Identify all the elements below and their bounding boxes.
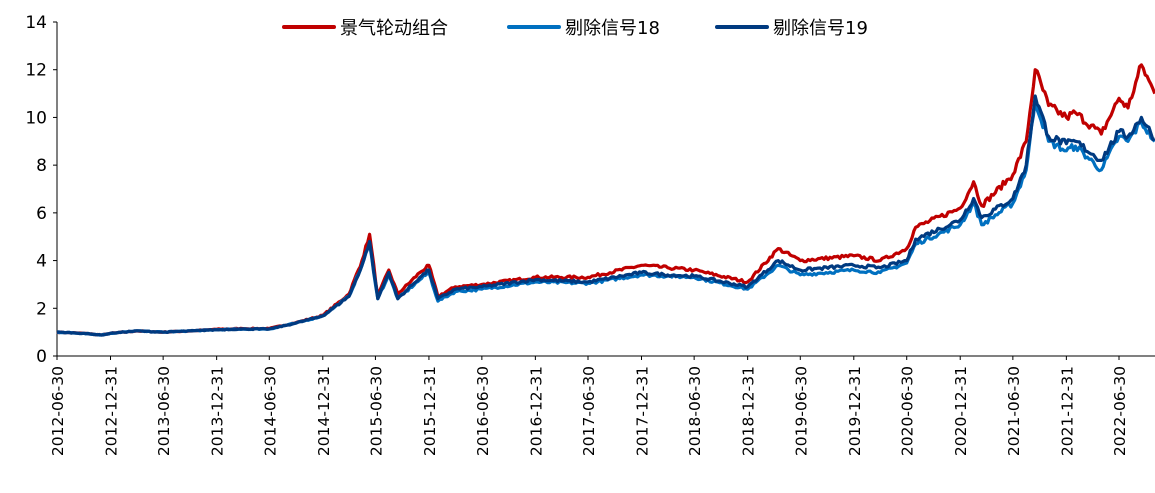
x-tick-label: 2019-12-31 (846, 366, 864, 456)
series-line-0 (56, 63, 1155, 337)
x-tick-label: 2013-12-31 (209, 366, 227, 456)
x-tick-label: 2014-12-31 (315, 366, 333, 456)
x-tick-label: 2016-06-30 (474, 366, 492, 456)
x-tick-label: 2015-12-31 (421, 366, 439, 456)
series-line-2 (56, 94, 1155, 337)
legend: 景气轮动组合 剔除信号18 剔除信号19 (282, 18, 868, 39)
y-tick-label: 0 (36, 347, 47, 367)
y-tick-label: 10 (25, 108, 47, 128)
x-tick-label: 2017-12-31 (634, 366, 652, 456)
x-tick-label: 2018-12-31 (740, 366, 758, 456)
y-tick-label: 4 (36, 252, 47, 272)
legend-label-2: 剔除信号19 (773, 18, 868, 39)
x-tick-label: 2013-06-30 (155, 366, 173, 456)
series-lines (56, 63, 1155, 337)
y-tick-label: 12 (25, 61, 47, 81)
x-tick-label: 2016-12-31 (527, 366, 545, 456)
series-line-1 (56, 99, 1155, 337)
axes: 0 2 4 6 8 10 12 14 2012-06-30 2012-12-31 2013-06-3… (25, 13, 1155, 456)
x-tick-label: 2015-06-30 (367, 366, 385, 456)
x-tick-label: 2014-06-30 (261, 366, 279, 456)
legend-label-0: 景气轮动组合 (340, 18, 448, 39)
x-tick-label: 2020-06-30 (899, 366, 917, 456)
x-tick-label: 2020-12-31 (952, 366, 970, 456)
y-tick-label: 6 (36, 204, 47, 224)
x-tick-label: 2012-12-31 (103, 366, 121, 456)
x-tick-label: 2017-06-30 (580, 366, 598, 456)
y-tick-label: 8 (36, 156, 47, 176)
x-tick-label: 2019-06-30 (792, 366, 810, 456)
x-tick-label: 2021-12-31 (1058, 366, 1076, 456)
x-tick-label: 2018-06-30 (686, 366, 704, 456)
x-tick-label: 2021-06-30 (1005, 366, 1023, 456)
y-tick-label: 2 (36, 299, 47, 319)
y-tick-label: 14 (25, 13, 47, 33)
x-tick-label: 2012-06-30 (49, 366, 67, 456)
legend-label-1: 剔除信号18 (565, 18, 660, 39)
x-tick-label: 2022-06-30 (1111, 366, 1129, 456)
